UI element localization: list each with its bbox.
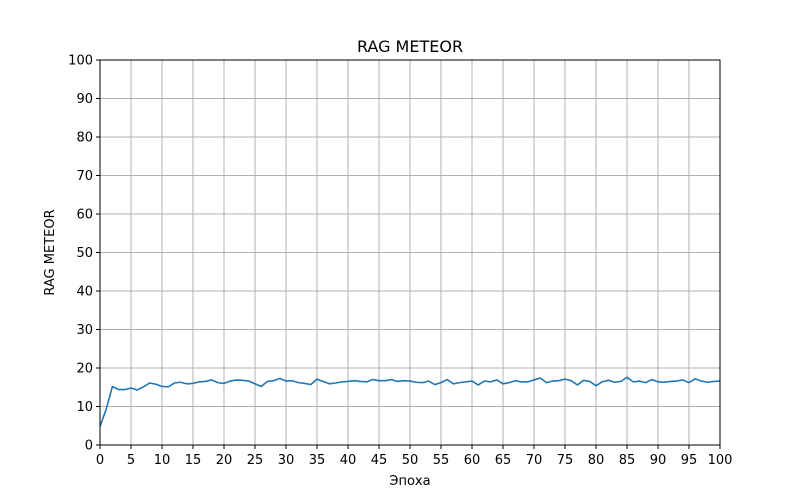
y-tick-label: 20 xyxy=(76,362,93,377)
x-tick-label: 70 xyxy=(526,453,543,468)
x-tick-label: 45 xyxy=(371,453,388,468)
y-tick-label: 70 xyxy=(76,169,93,184)
x-tick-label: 90 xyxy=(650,453,667,468)
x-axis: 0 5 10 15 20 25 30 35 40 45 50 55 60 65 70 75 80 85 90 95 10… xyxy=(96,445,733,468)
y-tick-label: 40 xyxy=(76,285,93,300)
x-tick-label: 65 xyxy=(495,453,512,468)
x-tick-label: 10 xyxy=(154,453,171,468)
chart-title: RAG METEOR xyxy=(357,37,463,56)
grid xyxy=(99,59,721,446)
y-tick-label: 100 xyxy=(68,54,93,69)
y-tick-label: 30 xyxy=(76,323,93,338)
x-tick-label: 25 xyxy=(247,453,264,468)
x-tick-label: 75 xyxy=(557,453,574,468)
series-layer xyxy=(99,376,721,427)
y-tick-label: 0 xyxy=(85,439,93,454)
y-tick-label: 50 xyxy=(76,246,93,261)
y-tick-label: 10 xyxy=(76,400,93,415)
x-tick-label: 0 xyxy=(96,453,104,468)
x-tick-label: 50 xyxy=(402,453,419,468)
x-tick-label: 95 xyxy=(681,453,698,468)
x-axis-title: Эпоха xyxy=(389,474,430,489)
y-tick-label: 90 xyxy=(76,92,93,107)
x-tick-label: 85 xyxy=(619,453,636,468)
x-tick-label: 15 xyxy=(185,453,202,468)
x-tick-label: 60 xyxy=(464,453,481,468)
y-tick-label: 80 xyxy=(76,131,93,146)
y-axis-title: RAG METEOR xyxy=(43,209,58,295)
y-tick-label: 60 xyxy=(76,208,93,223)
x-tick-label: 100 xyxy=(708,453,733,468)
series-line xyxy=(99,376,721,427)
x-tick-label: 30 xyxy=(278,453,295,468)
x-tick-label: 40 xyxy=(340,453,357,468)
x-tick-label: 20 xyxy=(216,453,233,468)
y-axis: 0 10 20 30 40 50 60 70 80 90 100 xyxy=(68,54,100,454)
x-tick-label: 80 xyxy=(588,453,605,468)
x-tick-label: 55 xyxy=(433,453,450,468)
x-tick-label: 35 xyxy=(309,453,326,468)
x-tick-label: 5 xyxy=(127,453,135,468)
